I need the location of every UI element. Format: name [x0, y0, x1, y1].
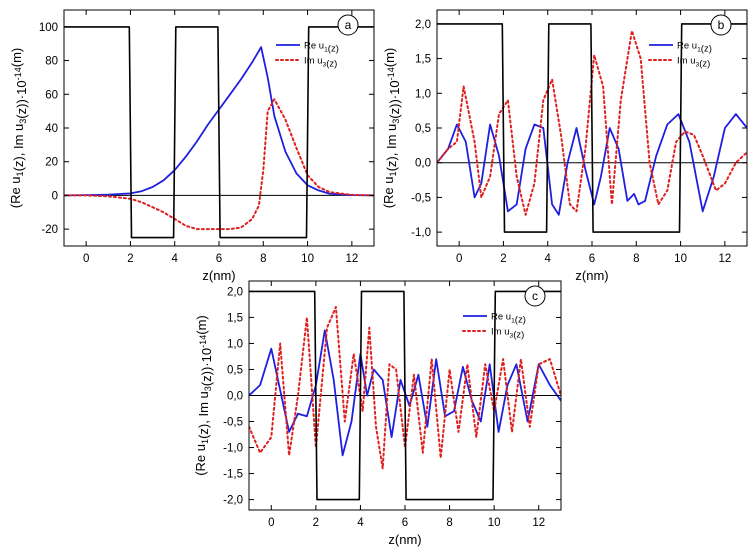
y-tick-label: 1,5	[227, 312, 243, 324]
barrier-profile-line	[249, 290, 561, 501]
y-tick-label: 1,5	[415, 54, 431, 66]
chart-panel-b: 0 2 4 6 8 10 12 -1,0 -0,5 0,0 0,5 1,0 1,5 2,0 z(nm) (Re…	[381, 9, 748, 283]
y-tick-label: 0,0	[227, 391, 243, 403]
chart-panel-a: 0 2 4 6 8 10 12 -20 0 20 40 60 80 100 z(nm) (Re u1(z), …	[8, 9, 375, 283]
series-line-im-u3	[437, 29, 747, 216]
x-tick-label: 8	[446, 517, 452, 529]
y-tick-label: -0,5	[223, 417, 243, 429]
legend-label: Im u3(z)	[491, 327, 524, 341]
series-line-im-u3	[249, 306, 561, 470]
x-tick-label: 12	[532, 517, 545, 529]
x-tick-label: 8	[260, 253, 266, 265]
y-tick-label: 0	[52, 190, 58, 202]
legend-label: Im u3(z)	[677, 56, 710, 70]
legend-label: Re u1(z)	[677, 41, 712, 55]
legend-label: Im u3(z)	[304, 56, 337, 70]
x-tick-label: 0	[456, 253, 462, 265]
y-tick-label: -1,0	[223, 443, 243, 455]
x-tick-label: 12	[718, 253, 731, 265]
series-line-im-u3	[64, 98, 374, 231]
barrier-profile-line	[64, 26, 374, 239]
x-axis-label: z(nm)	[575, 268, 608, 283]
y-tick-label: 0,5	[415, 123, 431, 135]
y-tick-label: -2,0	[223, 495, 243, 507]
series-line-re-u1	[249, 329, 561, 457]
y-tick-label: 0,0	[415, 158, 431, 170]
x-tick-label: 6	[402, 517, 408, 529]
y-tick-label: 2,0	[227, 286, 243, 298]
y-tick-label: 80	[45, 56, 58, 68]
x-axis-label: z(nm)	[388, 532, 421, 547]
x-tick-label: 2	[127, 253, 133, 265]
panel-badge-letter: b	[718, 18, 725, 32]
x-tick-label: 0	[268, 517, 274, 529]
y-tick-label: 100	[39, 22, 58, 34]
y-tick-label: -20	[41, 224, 58, 236]
panel-badge-letter: a	[345, 18, 352, 32]
y-tick-label: -1,5	[223, 469, 243, 481]
series-line-re-u1	[437, 113, 747, 216]
x-tick-label: 10	[674, 253, 687, 265]
legend-label: Re u1(z)	[304, 41, 339, 55]
y-tick-label: 60	[45, 89, 58, 101]
x-tick-label: 4	[545, 253, 552, 265]
legend-label: Re u1(z)	[491, 312, 526, 326]
panel-badge	[710, 14, 732, 36]
y-tick-label: 20	[45, 157, 58, 169]
y-axis-label: (Re u1(z), Im u3(z))·10-14(m)	[381, 48, 402, 209]
x-tick-label: 8	[633, 253, 639, 265]
y-tick-label: 1,0	[415, 88, 431, 100]
y-axis-label: (Re u1(z), Im u3(z))·10-14(m)	[8, 48, 29, 209]
x-tick-label: 6	[216, 253, 222, 265]
barrier-profile-line	[437, 23, 747, 233]
x-tick-label: 4	[172, 253, 179, 265]
chart-panel-c: 0 2 4 6 8 10 12 -2,0 -1,5 -1,0 -0,5 0,0 0,5 1,0 1,5 2,0…	[193, 280, 562, 547]
y-tick-label: 0,5	[227, 364, 243, 376]
y-tick-label: 1,0	[227, 338, 243, 350]
x-tick-label: 6	[589, 253, 595, 265]
panel-badge	[337, 14, 359, 36]
y-axis-label: (Re u1(z), Im u3(z))·10-14(m)	[193, 315, 214, 476]
y-tick-label: -1,0	[411, 227, 431, 239]
x-tick-label: 12	[345, 253, 358, 265]
y-tick-label: -0,5	[411, 192, 431, 204]
x-tick-label: 10	[301, 253, 314, 265]
panel-badge-letter: c	[532, 289, 538, 303]
y-tick-label: 2,0	[415, 19, 431, 31]
x-tick-label: 2	[500, 253, 506, 265]
x-axis-label: z(nm)	[202, 268, 235, 283]
x-tick-label: 10	[488, 517, 501, 529]
y-tick-label: 40	[45, 123, 58, 135]
x-tick-label: 2	[313, 517, 319, 529]
x-tick-label: 4	[357, 517, 364, 529]
panel-badge	[524, 285, 546, 307]
x-tick-label: 0	[83, 253, 89, 265]
